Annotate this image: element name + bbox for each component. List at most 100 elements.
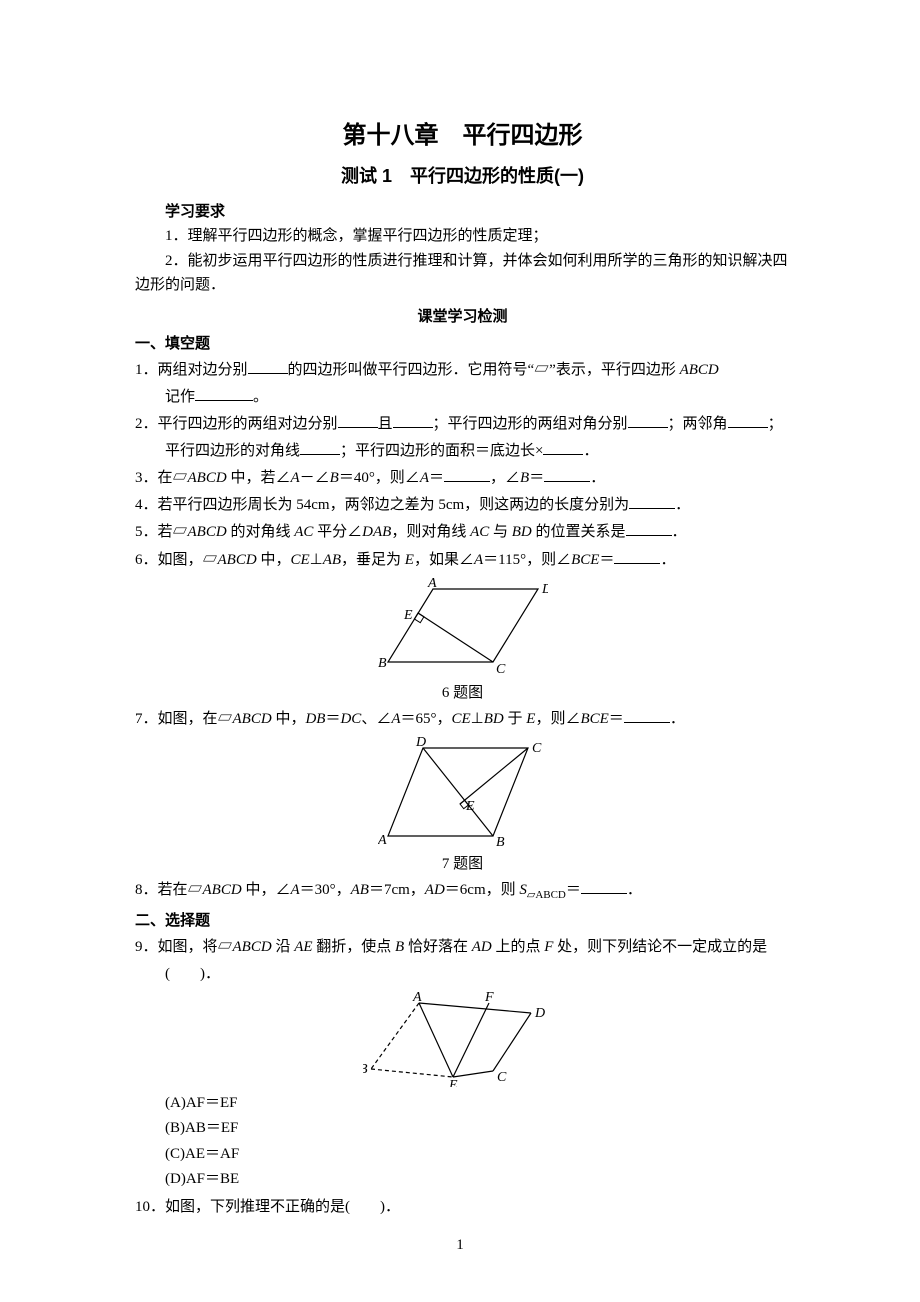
- blank: [628, 412, 668, 428]
- figure-9-svg: AFDBEC: [363, 991, 563, 1087]
- figure-6: ADBCE: [135, 577, 790, 677]
- figure-7-caption: 7 题图: [135, 852, 790, 873]
- q2-f: ；平行四边形的面积＝底边长×: [340, 443, 543, 459]
- q5-i: BD: [512, 524, 532, 540]
- blank: [393, 412, 433, 428]
- q9-opt-a-text: (A)AF＝EF: [165, 1095, 238, 1111]
- blank: [581, 878, 627, 894]
- q9-options: (A)AF＝EF (B)AB＝EF (C)AE＝AF (D)AF＝BE: [135, 1091, 790, 1193]
- svg-text:C: C: [497, 1070, 507, 1085]
- q3-c: A: [290, 470, 299, 486]
- q3-h: ＝: [429, 470, 444, 486]
- q7-o: BCE: [580, 711, 608, 727]
- q2-d: ；两邻角: [668, 416, 728, 432]
- q10-text: 10．如图，下列推理不正确的是( )．: [135, 1199, 400, 1215]
- svg-text:A: A: [378, 833, 387, 848]
- q9-g: AD: [472, 939, 492, 955]
- question-4: 4．若平行四边形周长为 54cm，两邻边之差为 5cm，则这两边的长度分别为 ．: [135, 492, 790, 518]
- objective-1: 1．理解平行四边形的概念，掌握平行四边形的性质定理；: [165, 225, 790, 248]
- blank: [614, 548, 660, 564]
- q1-text-a: 1．两组对边分别: [135, 362, 248, 378]
- svg-text:E: E: [465, 799, 475, 814]
- q8-b: ABCD: [203, 882, 242, 898]
- figure-7-svg: DCABE: [378, 736, 548, 848]
- blank: [629, 493, 675, 509]
- q7-l: 于: [504, 711, 527, 727]
- svg-text:C: C: [496, 662, 506, 677]
- blank: [624, 707, 670, 723]
- q1-abcd: ABCD: [680, 362, 719, 378]
- q7-k: BD: [484, 711, 504, 727]
- q3-l: ．: [590, 470, 605, 486]
- q7-n: ，则∠: [535, 711, 580, 727]
- q8-e: AB: [351, 882, 369, 898]
- q2-c: ；平行四边形的两组对角分别: [433, 416, 628, 432]
- page: 第十八章 平行四边形 测试 1 平行四边形的性质(一) 学习要求 1．理解平行四…: [0, 0, 920, 1302]
- q7-q: ．: [670, 711, 685, 727]
- question-1-cont: 记作。: [135, 384, 790, 410]
- q3-b2: 中，若∠: [227, 470, 291, 486]
- q9-a: 9．如图，将▱: [135, 939, 233, 955]
- q3-a: 3．在▱: [135, 470, 188, 486]
- question-3: 3．在▱ABCD 中，若∠A－∠B＝40°，则∠A＝，∠B＝．: [135, 465, 790, 491]
- page-number: 1: [0, 1237, 920, 1254]
- question-6: 6．如图，▱ABCD 中，CE⊥AB，垂足为 E，如果∠A＝115°，则∠BCE…: [135, 547, 790, 573]
- figure-6-svg: ADBCE: [378, 577, 548, 677]
- blank: [338, 412, 378, 428]
- question-5: 5．若▱ABCD 的对角线 AC 平分∠DAB，则对角线 AC 与 BD 的位置…: [135, 519, 790, 545]
- q5-b: ABCD: [188, 524, 227, 540]
- q2-a: 2．平行四边形的两组对边分别: [135, 416, 338, 432]
- q6-h: ，如果∠: [414, 552, 474, 568]
- figure-9: AFDBEC: [135, 991, 790, 1087]
- q4-end: ．: [675, 497, 690, 513]
- q6-g: E: [405, 552, 414, 568]
- q9-e: B: [395, 939, 404, 955]
- blank: [248, 358, 288, 374]
- q4-a: 4．若平行四边形周长为 54cm，两邻边之差为 5cm，则这两边的长度分别为: [135, 497, 629, 513]
- q6-c: CE: [290, 552, 309, 568]
- q6-b: ABCD: [218, 552, 257, 568]
- q8-b2: 中，∠: [242, 882, 291, 898]
- q7-c: DB: [305, 711, 325, 727]
- q7-e: DC: [340, 711, 361, 727]
- q1-text-b: 的四边形叫做平行四边形．它用符号“▱”表示，平行四边形: [288, 362, 680, 378]
- figure-7: DCABE: [135, 736, 790, 848]
- q7-b: ABCD: [233, 711, 272, 727]
- q8-a: 8．若在▱: [135, 882, 203, 898]
- q8-i: S: [519, 882, 527, 898]
- classroom-heading: 课堂学习检测: [135, 305, 790, 326]
- q2-b: 且: [378, 416, 393, 432]
- svg-text:A: A: [427, 577, 437, 591]
- q6-d: ⊥: [310, 552, 323, 568]
- q5-h: 与: [489, 524, 512, 540]
- chapter-title: 第十八章 平行四边形: [135, 115, 790, 150]
- svg-text:B: B: [363, 1062, 368, 1077]
- svg-text:A: A: [412, 991, 422, 1005]
- q2-g: ．: [583, 443, 598, 459]
- q5-j: 的位置关系是: [532, 524, 626, 540]
- q6-f: ，垂足为: [341, 552, 405, 568]
- svg-text:C: C: [532, 741, 542, 756]
- q7-a: 7．如图，在▱: [135, 711, 233, 727]
- section-fill-heading: 一、填空题: [135, 332, 790, 353]
- test-title: 测试 1 平行四边形的性质(一): [135, 162, 790, 188]
- q9-opt-b-text: (B)AB＝EF: [165, 1120, 238, 1136]
- blank: [195, 385, 253, 401]
- q6-m: ．: [660, 552, 675, 568]
- q8-f: ＝7cm，: [369, 882, 425, 898]
- q5-g: AC: [470, 524, 489, 540]
- q9-b2: 沿: [272, 939, 295, 955]
- question-9: 9．如图，将▱ABCD 沿 AE 翻折，使点 B 恰好落在 AD 上的点 F 处…: [135, 934, 790, 987]
- question-8: 8．若在▱ABCD 中，∠A＝30°，AB＝7cm，AD＝6cm，则 S▱ABC…: [135, 877, 790, 905]
- q1-text-d: 记作: [165, 389, 195, 405]
- q6-i: A: [474, 552, 483, 568]
- objective-2: 2．能初步运用平行四边形的性质进行推理和计算，并体会如何利用所学的三角形的知识解…: [135, 250, 790, 297]
- svg-text:B: B: [496, 835, 505, 848]
- q9-h: 上的点: [492, 939, 545, 955]
- q5-b2: 的对角线: [227, 524, 295, 540]
- q3-d: －∠: [300, 470, 330, 486]
- q6-j: ＝115°，则∠: [483, 552, 571, 568]
- q9-option-d: (D)AF＝BE: [165, 1167, 790, 1193]
- q8-c: A: [290, 882, 299, 898]
- question-10: 10．如图，下列推理不正确的是( )．: [135, 1194, 790, 1220]
